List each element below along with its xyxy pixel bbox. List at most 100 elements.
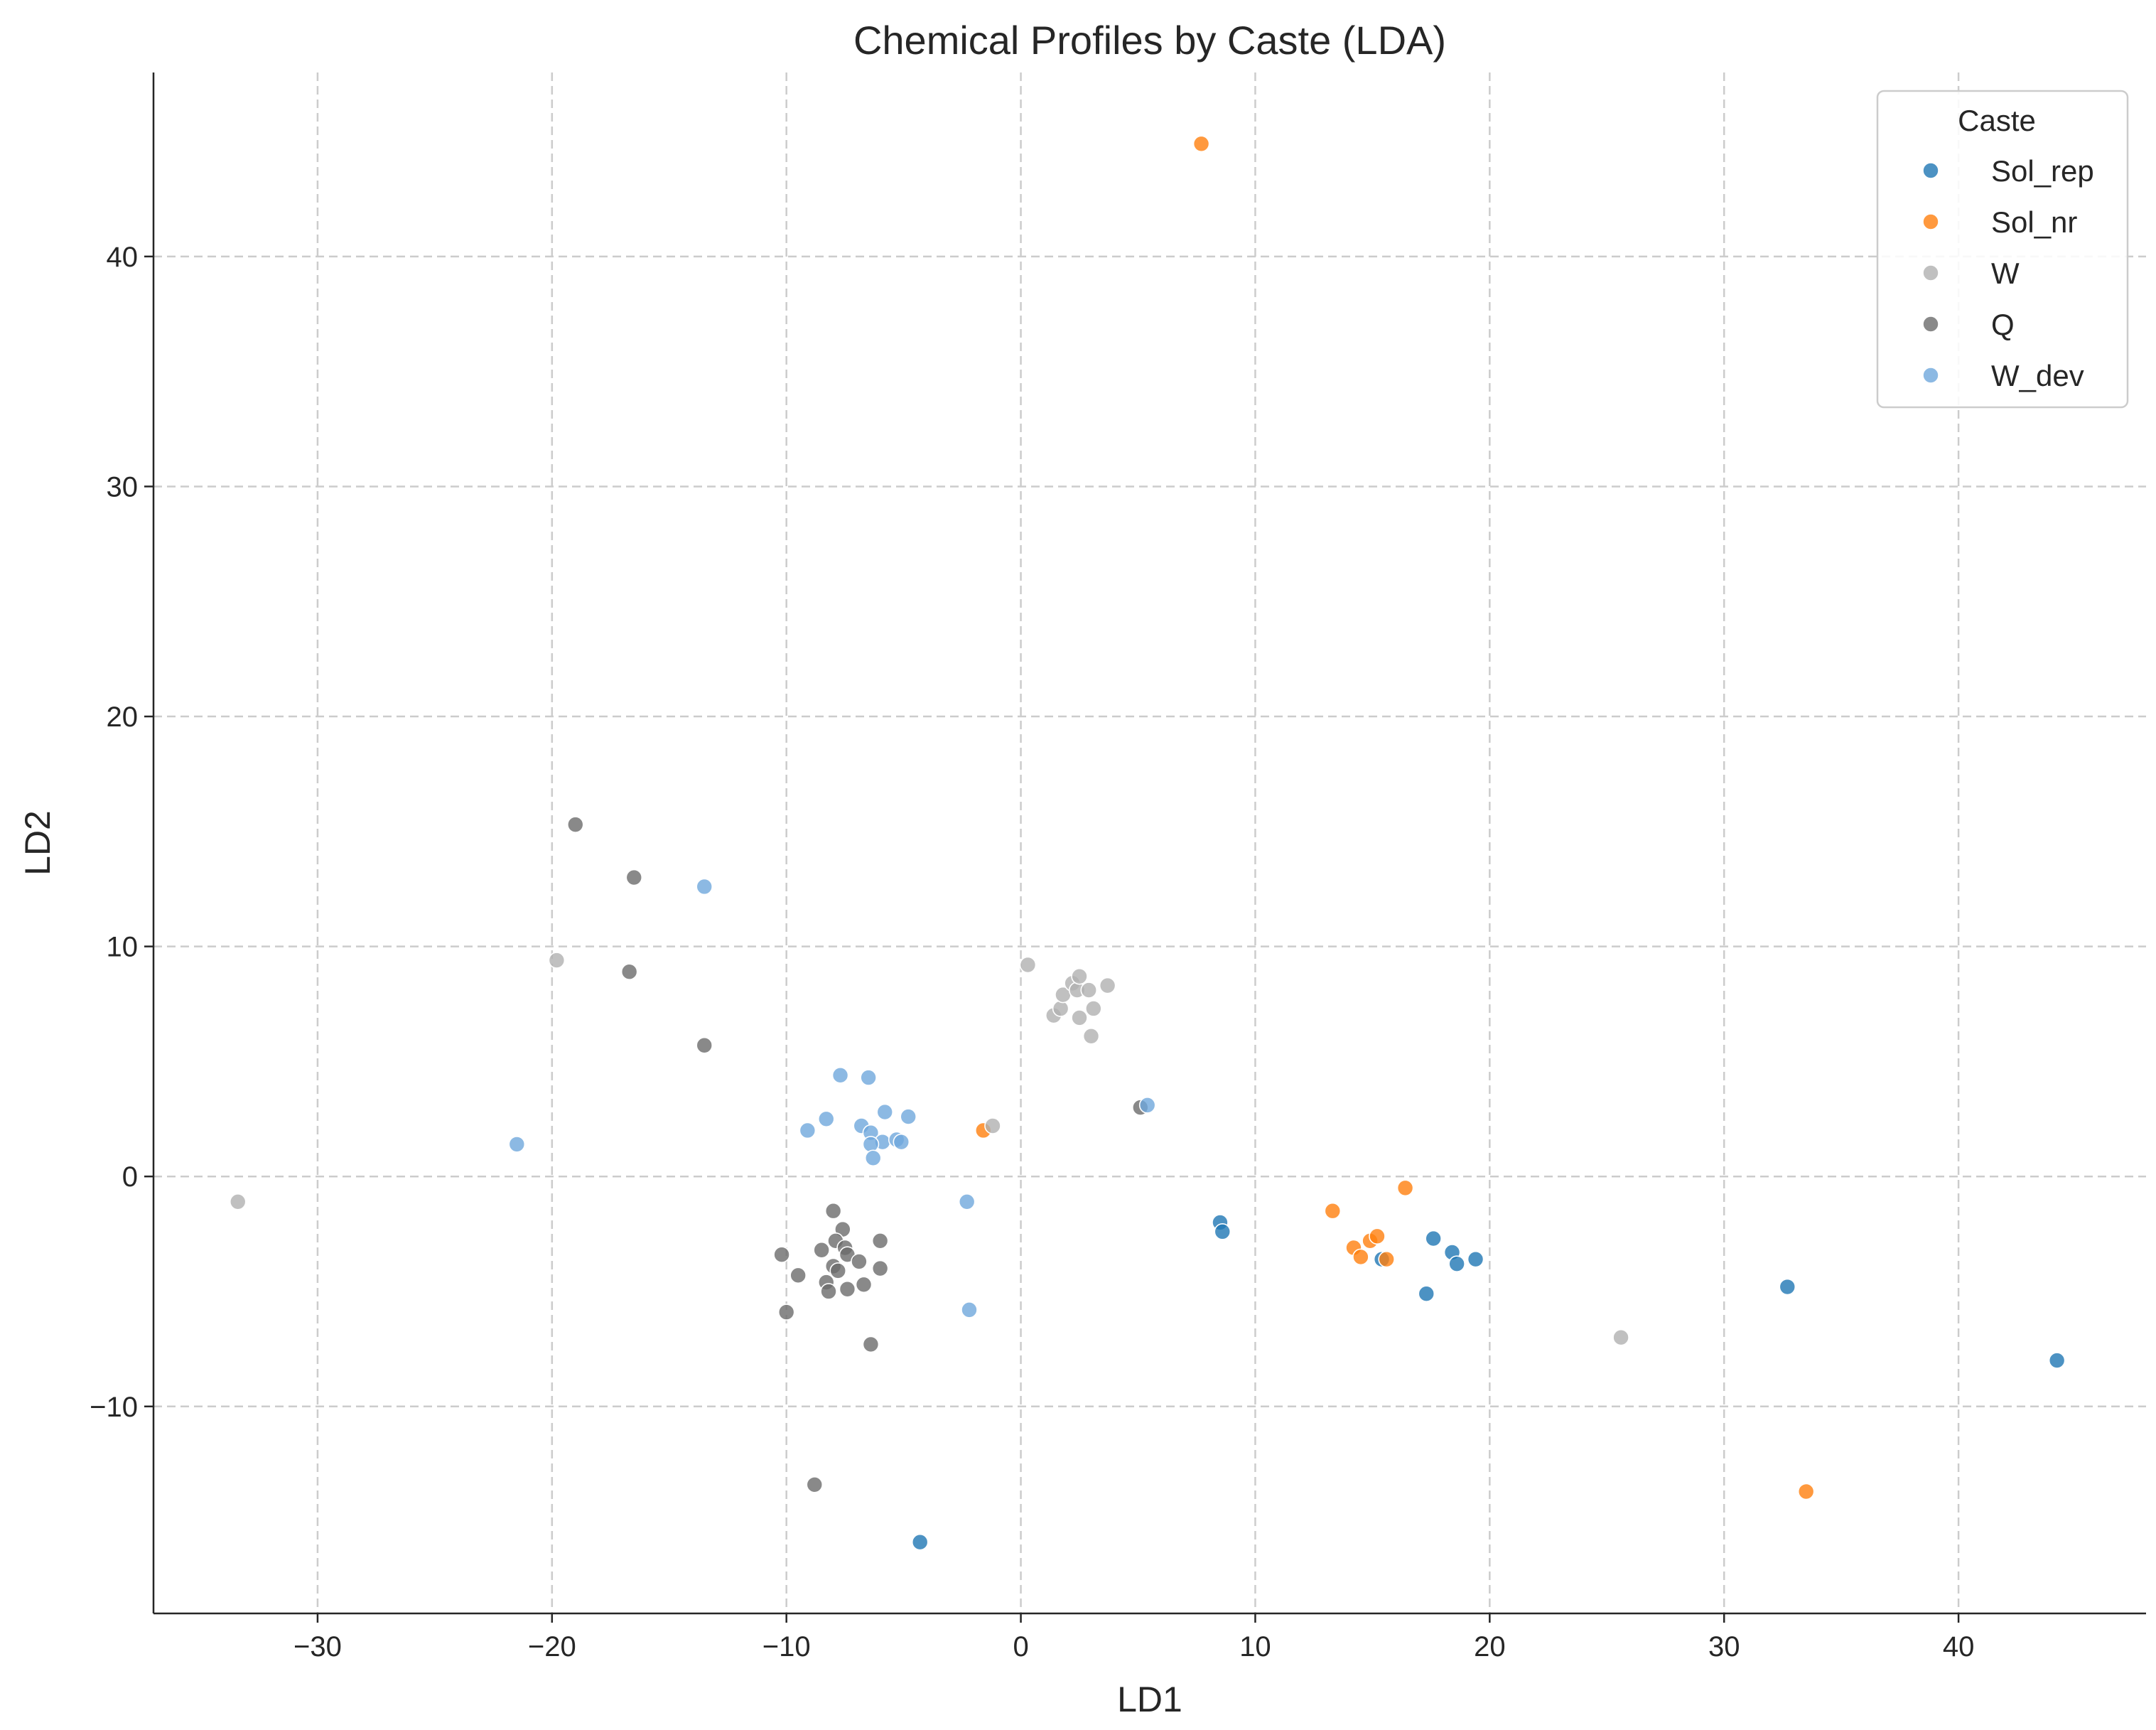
legend-marker <box>1922 162 1939 179</box>
data-point <box>1214 1223 1231 1240</box>
x-tick-label: −30 <box>293 1631 342 1662</box>
data-point <box>900 1108 917 1125</box>
chart-title: Chemical Profiles by Caste (LDA) <box>853 18 1446 63</box>
legend-label: Q <box>1991 308 2015 341</box>
data-points <box>229 135 2066 1551</box>
y-tick-label: −10 <box>90 1392 138 1423</box>
data-point <box>1019 956 1037 974</box>
data-point <box>1082 1028 1100 1045</box>
data-point <box>625 869 643 886</box>
series-sol-rep <box>911 1214 2066 1551</box>
legend-marker <box>1922 264 1939 281</box>
data-point <box>862 1336 880 1353</box>
data-point <box>1324 1202 1342 1220</box>
data-point <box>1071 1009 1088 1026</box>
y-axis-ticks: −10 0 10 20 30 40 <box>90 242 153 1423</box>
series-w <box>229 952 1629 1346</box>
legend-label: Sol_nr <box>1991 205 2077 239</box>
data-point <box>851 1253 868 1270</box>
axes <box>152 72 2146 1615</box>
legend-label: Sol_rep <box>1991 154 2094 188</box>
data-point <box>961 1301 978 1318</box>
legend-entry: Sol_rep <box>1922 154 2094 188</box>
data-point <box>1396 1179 1414 1197</box>
data-point <box>1425 1230 1442 1247</box>
y-tick-label: 40 <box>107 242 139 273</box>
data-point <box>696 1036 713 1054</box>
x-tick-label: 40 <box>1943 1631 1975 1662</box>
x-axis-ticks: −30 −20 −10 0 10 20 30 40 <box>293 1613 1974 1662</box>
data-point <box>893 1133 910 1151</box>
data-point <box>1352 1248 1369 1266</box>
data-point <box>864 1149 882 1167</box>
data-point <box>831 1067 849 1084</box>
data-point <box>984 1117 1001 1134</box>
data-point <box>824 1202 842 1220</box>
legend-entry: Q <box>1922 308 2015 341</box>
data-point <box>1099 977 1116 994</box>
legend: Caste Sol_rep Sol_nr WQ W_dev <box>1876 90 2129 409</box>
data-point <box>855 1276 873 1294</box>
data-point <box>1418 1285 1435 1303</box>
data-point <box>1080 982 1098 999</box>
data-point <box>911 1533 929 1551</box>
data-point <box>620 963 638 981</box>
data-point <box>789 1267 807 1284</box>
data-point <box>1085 1000 1102 1017</box>
y-axis-label: LD2 <box>18 810 58 876</box>
data-point <box>820 1283 837 1300</box>
data-point <box>1779 1278 1796 1296</box>
legend-entry: Sol_nr <box>1922 205 2077 239</box>
x-tick-label: −20 <box>528 1631 576 1662</box>
x-tick-label: −10 <box>762 1631 811 1662</box>
data-point <box>871 1232 889 1250</box>
data-point <box>566 816 584 833</box>
data-point <box>1797 1483 1815 1500</box>
legend-marker <box>1922 316 1939 333</box>
legend-entry: W <box>1922 257 2020 290</box>
data-point <box>817 1110 835 1128</box>
data-point <box>876 1103 894 1121</box>
data-point <box>799 1122 816 1139</box>
x-tick-label: 10 <box>1239 1631 1271 1662</box>
data-point <box>1612 1328 1629 1346</box>
data-point <box>1369 1227 1386 1245</box>
data-point <box>862 1136 880 1153</box>
series-q <box>566 816 1149 1493</box>
data-point <box>508 1136 526 1153</box>
data-point <box>1071 967 1088 985</box>
data-point <box>548 952 566 969</box>
data-point <box>958 1193 976 1210</box>
x-tick-label: 0 <box>1013 1631 1028 1662</box>
series-w-dev <box>508 878 1156 1318</box>
legend-entry: W_dev <box>1922 359 2084 392</box>
data-point <box>2048 1352 2066 1369</box>
data-point <box>871 1259 889 1277</box>
data-point <box>1467 1250 1484 1268</box>
data-point <box>829 1262 847 1279</box>
data-point <box>777 1304 795 1321</box>
series-sol-nr <box>974 135 1815 1500</box>
data-point <box>1192 135 1210 153</box>
x-tick-label: 20 <box>1474 1631 1506 1662</box>
data-point <box>773 1246 790 1264</box>
legend-title: Caste <box>1958 104 2036 137</box>
grid-lines <box>153 72 2146 1613</box>
x-tick-label: 30 <box>1708 1631 1740 1662</box>
legend-box <box>1876 90 2129 409</box>
x-axis-label: LD1 <box>1117 1680 1182 1719</box>
legend-marker <box>1922 367 1939 384</box>
y-tick-label: 20 <box>107 702 139 733</box>
data-point <box>229 1193 247 1210</box>
data-point <box>1448 1255 1465 1272</box>
data-point <box>806 1476 824 1493</box>
legend-entries: Sol_rep Sol_nr WQ W_dev <box>1922 154 2094 392</box>
legend-marker <box>1922 213 1939 230</box>
legend-label: W <box>1991 257 2020 290</box>
y-tick-label: 0 <box>122 1161 138 1193</box>
legend-label: W_dev <box>1991 359 2084 392</box>
data-point <box>839 1280 856 1298</box>
data-point <box>813 1241 830 1259</box>
data-point <box>1378 1250 1395 1268</box>
